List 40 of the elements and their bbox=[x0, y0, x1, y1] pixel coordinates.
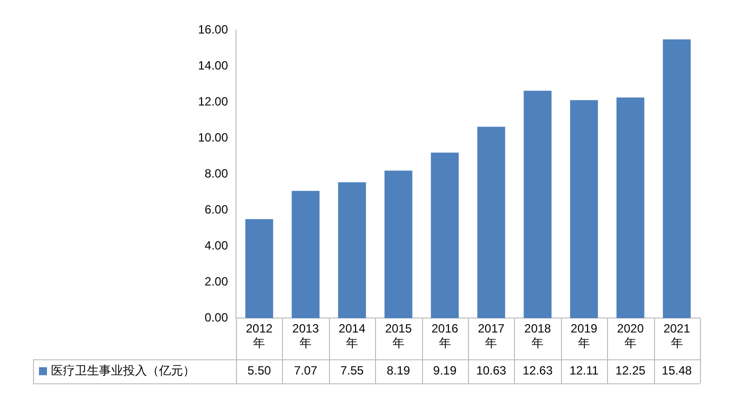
bar bbox=[338, 182, 366, 318]
bar bbox=[616, 98, 644, 318]
y-tick-label: 12.00 bbox=[198, 94, 228, 108]
data-label: 12.63 bbox=[522, 364, 553, 378]
y-tick-label: 8.00 bbox=[204, 166, 228, 180]
data-label: 8.19 bbox=[386, 364, 410, 378]
data-label: 5.50 bbox=[248, 364, 272, 378]
bar bbox=[570, 100, 598, 318]
data-label: 7.07 bbox=[294, 364, 318, 378]
bar bbox=[384, 170, 412, 318]
x-tick-label: 2019年 bbox=[570, 322, 598, 350]
y-tick-label: 14.00 bbox=[198, 58, 228, 72]
y-tick-label: 16.00 bbox=[198, 22, 228, 36]
data-label: 15.48 bbox=[662, 364, 692, 378]
data-label: 9.19 bbox=[433, 364, 457, 378]
x-tick-label: 2020年 bbox=[617, 322, 644, 350]
y-tick-label: 2.00 bbox=[204, 274, 228, 288]
bar bbox=[292, 190, 320, 318]
y-tick-label: 10.00 bbox=[198, 130, 228, 144]
bar bbox=[524, 90, 552, 318]
x-tick-label: 2015年 bbox=[385, 322, 412, 350]
y-tick-label: 0.00 bbox=[204, 310, 228, 325]
x-tick-label: 2021年 bbox=[663, 322, 690, 350]
x-tick-label: 2017年 bbox=[478, 322, 505, 350]
data-label: 7.55 bbox=[340, 364, 364, 378]
bar bbox=[245, 219, 274, 318]
x-tick-label: 2013年 bbox=[292, 322, 320, 350]
x-tick-label: 2018年 bbox=[524, 322, 552, 350]
y-tick-label: 6.00 bbox=[204, 202, 228, 216]
legend-label: 医疗卫生事业投入（亿元） bbox=[51, 364, 195, 378]
bar bbox=[477, 126, 506, 318]
bar bbox=[430, 152, 459, 318]
x-tick-label: 2014年 bbox=[338, 322, 366, 350]
x-tick-label: 2012年 bbox=[246, 322, 273, 350]
x-tick-label: 2016年 bbox=[431, 322, 458, 350]
data-label: 10.63 bbox=[476, 364, 507, 378]
bar bbox=[662, 39, 691, 318]
y-tick-label: 4.00 bbox=[204, 238, 228, 252]
data-label: 12.11 bbox=[569, 364, 599, 378]
data-label: 12.25 bbox=[615, 364, 646, 378]
